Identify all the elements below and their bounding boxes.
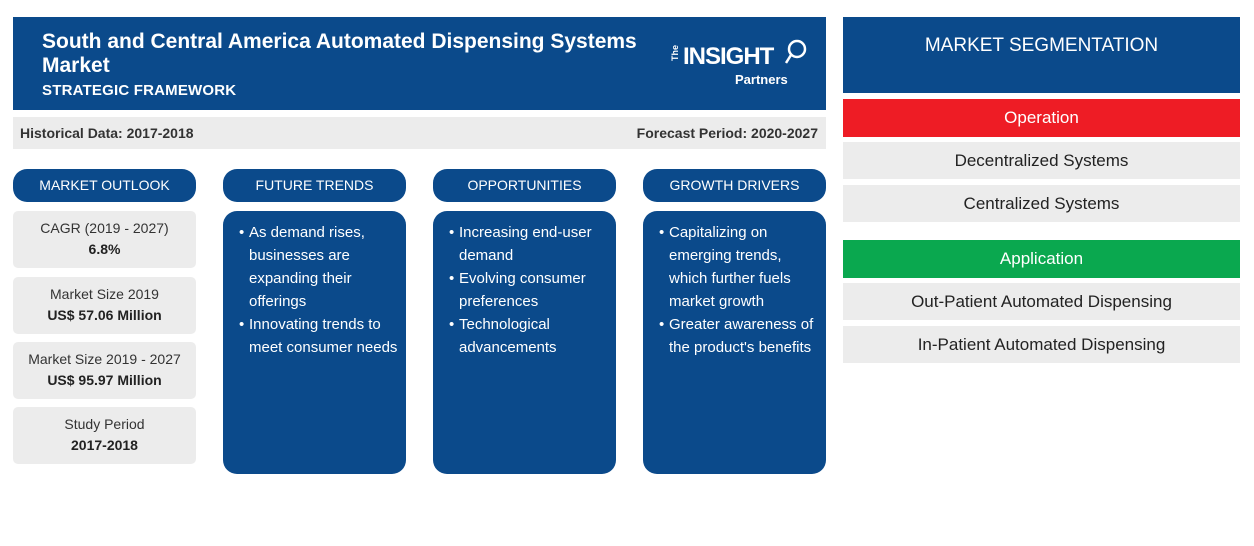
outlook-card-market-size-forecast: Market Size 2019 - 2027 US$ 95.97 Millio… xyxy=(13,342,196,399)
logo-insight-text: INSIGHT xyxy=(683,43,774,70)
forecast-period-label: Forecast Period: 2020-2027 xyxy=(636,125,818,141)
page-subtitle: STRATEGIC FRAMEWORK xyxy=(42,82,237,99)
outlook-card-study-period: Study Period 2017-2018 xyxy=(13,407,196,464)
segment-item: Centralized Systems xyxy=(843,185,1240,222)
opportunities-header: OPPORTUNITIES xyxy=(433,169,616,202)
list-item: Greater awareness of the product's benef… xyxy=(659,313,818,359)
future-trends-list: As demand rises, businesses are expandin… xyxy=(223,211,406,359)
header-banner: South and Central America Automated Disp… xyxy=(13,17,826,110)
outlook-card-market-size-2019: Market Size 2019 US$ 57.06 Million xyxy=(13,277,196,334)
opportunities-panel: Increasing end-user demand Evolving cons… xyxy=(433,211,616,474)
outlook-value: US$ 95.97 Million xyxy=(47,372,162,388)
segment-item: Decentralized Systems xyxy=(843,142,1240,179)
outlook-label: Market Size 2019 - 2027 xyxy=(28,351,181,367)
list-item: Evolving consumer preferences xyxy=(449,267,608,313)
segment-category-application: Application xyxy=(843,240,1240,278)
outlook-value: 2017-2018 xyxy=(71,437,138,453)
outlook-value: 6.8% xyxy=(88,241,121,257)
outlook-label: Market Size 2019 xyxy=(50,286,159,302)
page-title: South and Central America Automated Disp… xyxy=(42,30,637,77)
logo-bulb-icon xyxy=(785,39,807,64)
segment-category-operation: Operation xyxy=(843,99,1240,137)
segment-item: In-Patient Automated Dispensing xyxy=(843,326,1240,363)
outlook-label: Study Period xyxy=(64,416,145,432)
insight-partners-logo: The INSIGHT Partners xyxy=(669,39,809,89)
list-item: Increasing end-user demand xyxy=(449,221,608,267)
future-trends-header: FUTURE TRENDS xyxy=(223,169,406,202)
list-item: As demand rises, businesses are expandin… xyxy=(239,221,398,313)
market-segmentation-header: MARKET SEGMENTATION xyxy=(843,17,1240,93)
period-bar: Historical Data: 2017-2018 Forecast Peri… xyxy=(13,117,826,149)
segment-item: Out-Patient Automated Dispensing xyxy=(843,283,1240,320)
outlook-label: CAGR (2019 - 2027) xyxy=(40,220,169,236)
growth-drivers-panel: Capitalizing on emerging trends, which f… xyxy=(643,211,826,474)
list-item: Innovating trends to meet consumer needs xyxy=(239,313,398,359)
list-item: Technological advancements xyxy=(449,313,608,359)
growth-drivers-list: Capitalizing on emerging trends, which f… xyxy=(643,211,826,359)
logo-the-text: The xyxy=(670,45,680,62)
logo-partners-text: Partners xyxy=(735,72,788,87)
outlook-value: US$ 57.06 Million xyxy=(47,307,162,323)
market-outlook-header: MARKET OUTLOOK xyxy=(13,169,196,202)
historical-data-label: Historical Data: 2017-2018 xyxy=(20,125,194,141)
opportunities-list: Increasing end-user demand Evolving cons… xyxy=(433,211,616,359)
growth-drivers-header: GROWTH DRIVERS xyxy=(643,169,826,202)
future-trends-panel: As demand rises, businesses are expandin… xyxy=(223,211,406,474)
outlook-card-cagr: CAGR (2019 - 2027) 6.8% xyxy=(13,211,196,268)
list-item: Capitalizing on emerging trends, which f… xyxy=(659,221,818,313)
